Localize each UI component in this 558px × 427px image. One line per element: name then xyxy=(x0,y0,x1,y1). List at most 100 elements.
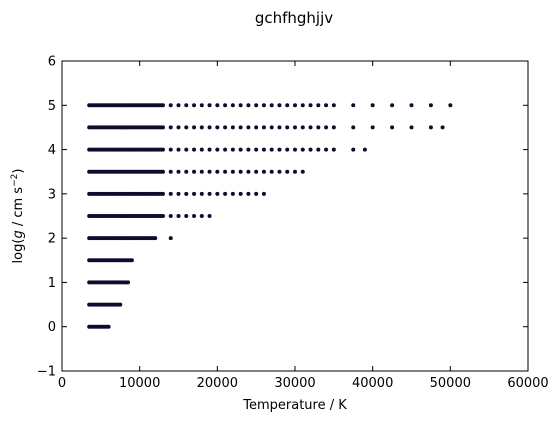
data-point xyxy=(277,125,282,130)
y-tick-label: 0 xyxy=(48,320,56,335)
data-point xyxy=(199,125,204,130)
data-point xyxy=(199,147,204,152)
data-point xyxy=(238,103,243,108)
chart-title: gchfhghjjv xyxy=(255,9,333,27)
data-point xyxy=(246,147,251,152)
data-point xyxy=(238,191,243,196)
y-tick-label: 2 xyxy=(48,232,56,247)
data-point xyxy=(184,103,189,108)
x-tick-label: 50000 xyxy=(430,376,471,391)
data-point xyxy=(230,103,235,108)
data-point xyxy=(254,191,259,196)
data-point xyxy=(269,147,274,152)
x-tick-label: 40000 xyxy=(352,376,393,391)
data-point xyxy=(428,125,433,130)
data-point xyxy=(351,103,356,108)
data-point xyxy=(153,236,158,241)
data-point xyxy=(176,191,181,196)
data-point xyxy=(215,169,220,174)
data-point xyxy=(192,191,197,196)
data-point xyxy=(331,147,336,152)
data-point xyxy=(160,147,165,152)
data-point xyxy=(126,280,131,285)
data-point xyxy=(300,169,305,174)
data-point xyxy=(316,147,321,152)
y-tick-label: 3 xyxy=(48,187,56,202)
y-tick-label: −1 xyxy=(37,365,56,380)
data-point xyxy=(192,169,197,174)
data-point xyxy=(192,214,197,218)
data-point xyxy=(293,125,297,130)
data-point xyxy=(215,125,220,130)
x-tick-label: 20000 xyxy=(197,376,238,391)
x-tick-label: 60000 xyxy=(507,376,548,391)
data-point xyxy=(261,103,266,108)
y-tick-label: 5 xyxy=(48,99,56,114)
data-point xyxy=(160,191,165,196)
data-point xyxy=(230,169,235,174)
data-point xyxy=(184,147,189,152)
data-point xyxy=(160,214,165,218)
data-point xyxy=(192,147,197,152)
data-point xyxy=(207,125,212,130)
data-point xyxy=(277,103,282,108)
data-point xyxy=(300,103,305,108)
y-axis: −1 0 1 2 3 4 5 6 xyxy=(37,55,528,380)
y-label-g: g xyxy=(11,230,26,238)
data-point xyxy=(285,103,290,108)
data-point xyxy=(207,169,212,174)
x-axis: 0 10000 20000 30000 40000 50000 60000 xyxy=(58,61,549,391)
data-point xyxy=(184,191,189,196)
data-point xyxy=(300,147,305,152)
data-point xyxy=(246,103,251,108)
data-point xyxy=(168,147,173,152)
data-point xyxy=(261,147,266,152)
data-point xyxy=(300,125,305,130)
x-tick-label: 30000 xyxy=(274,376,315,391)
data-point xyxy=(254,103,259,108)
data-point xyxy=(269,103,274,108)
data-point xyxy=(254,169,259,174)
data-point xyxy=(223,169,228,174)
data-point xyxy=(223,103,228,108)
data-point xyxy=(285,169,290,174)
data-point xyxy=(308,147,313,152)
data-point xyxy=(168,236,173,241)
data-point xyxy=(261,191,266,196)
data-point xyxy=(448,103,453,108)
data-point xyxy=(331,103,336,108)
y-axis-label: log(g / cm s−2) xyxy=(10,169,26,264)
data-point xyxy=(199,103,204,108)
data-point xyxy=(269,169,274,174)
data-point xyxy=(285,147,290,152)
data-point xyxy=(168,103,173,108)
data-point xyxy=(106,324,111,329)
data-point xyxy=(351,125,356,130)
data-point xyxy=(184,125,189,130)
data-point xyxy=(370,103,375,108)
data-point xyxy=(168,214,173,218)
data-point xyxy=(293,169,297,174)
data-point xyxy=(246,169,251,174)
data-point xyxy=(308,103,313,108)
x-axis-label: Temperature / K xyxy=(242,398,347,413)
data-point xyxy=(409,125,414,130)
data-point xyxy=(199,169,204,174)
data-point xyxy=(285,125,290,130)
data-point xyxy=(324,125,329,130)
data-point xyxy=(370,125,375,130)
data-point xyxy=(351,147,356,152)
y-label-close: ) xyxy=(11,169,26,174)
data-point xyxy=(223,191,228,196)
data-point xyxy=(246,191,251,196)
y-label-exponent: −2 xyxy=(10,174,20,187)
data-point xyxy=(230,191,235,196)
data-point xyxy=(168,125,173,130)
data-point xyxy=(118,302,123,307)
data-point xyxy=(261,125,266,130)
data-point xyxy=(184,169,189,174)
data-point xyxy=(390,103,395,108)
